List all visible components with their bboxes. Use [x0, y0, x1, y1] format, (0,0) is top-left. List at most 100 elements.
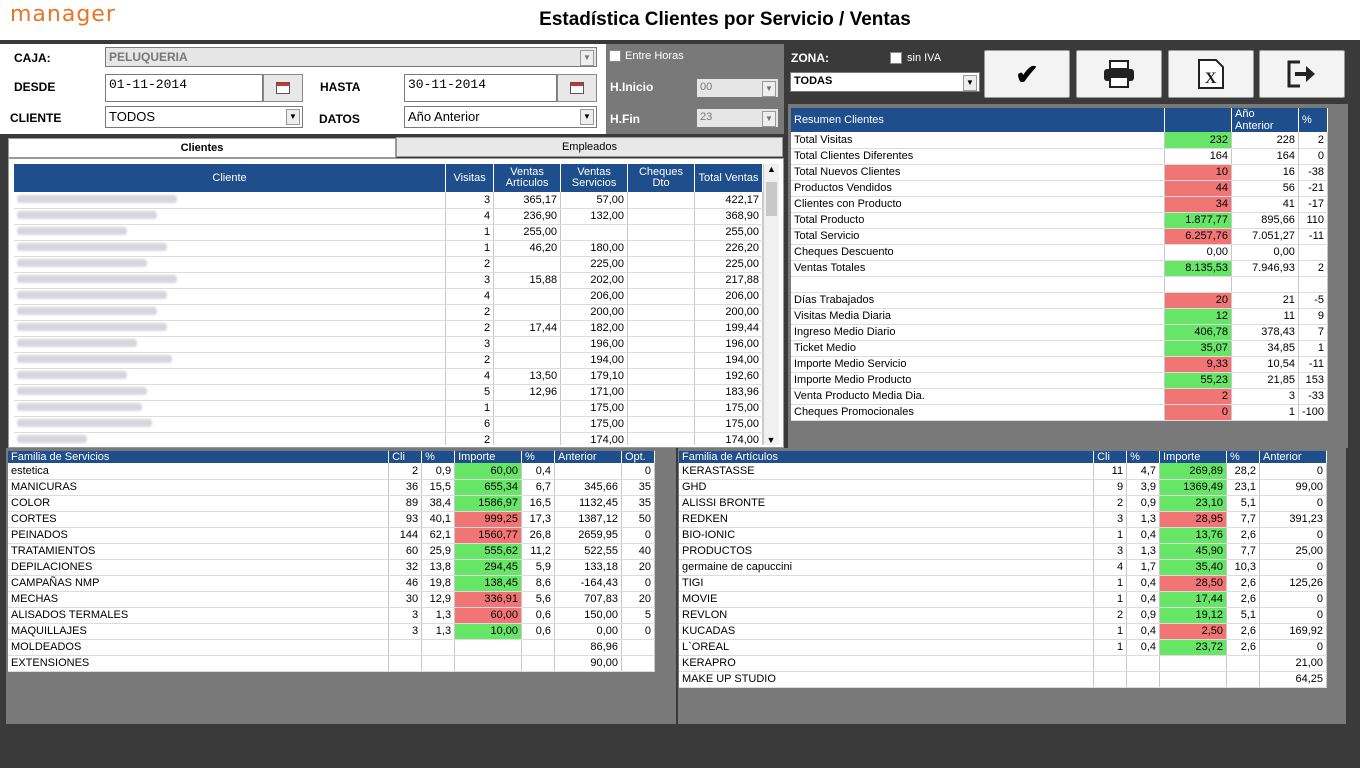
resumen-row[interactable]: Importe Medio Servicio 9,33 10,54 -11: [791, 356, 1328, 373]
servicio-row[interactable]: MANICURAS 36 15,5 655,34 6,7 345,66 35: [8, 479, 655, 496]
col-cliente[interactable]: Cliente: [14, 164, 447, 192]
col-resumen[interactable]: Resumen Clientes: [791, 108, 1166, 132]
table-row[interactable]: 4 13,50 179,10 192,60: [14, 368, 763, 385]
articulo-row[interactable]: KERASTASSE 11 4,7 269,89 28,2 0: [679, 463, 1327, 480]
col-pct-cli[interactable]: %: [421, 451, 456, 463]
chevron-down-icon[interactable]: ▼: [286, 109, 300, 125]
articulo-row[interactable]: REDKEN 3 1,3 28,95 7,7 391,23: [679, 511, 1327, 528]
servicio-row[interactable]: MOLDEADOS 86,96: [8, 639, 655, 656]
chevron-down-icon[interactable]: ▼: [762, 81, 776, 97]
col-pct-importe[interactable]: %: [1226, 451, 1260, 463]
table-row[interactable]: 2 194,00 194,00: [14, 352, 763, 369]
table-row[interactable]: 2 225,00 225,00: [14, 256, 763, 273]
col-opt[interactable]: Opt.: [621, 451, 655, 463]
articulo-row[interactable]: GHD 9 3,9 1369,49 23,1 99,00: [679, 479, 1327, 496]
resumen-row[interactable]: Cheques Promocionales 0 1 -100: [791, 404, 1328, 421]
articulo-row[interactable]: TIGI 1 0,4 28,50 2,6 125,26: [679, 575, 1327, 592]
chevron-down-icon[interactable]: ▼: [762, 111, 776, 127]
articulo-row[interactable]: MOVIE 1 0,4 17,44 2,6 0: [679, 591, 1327, 608]
servicio-row[interactable]: EXTENSIONES 90,00: [8, 655, 655, 672]
scroll-up-icon[interactable]: ▲: [767, 164, 776, 174]
resumen-row[interactable]: Importe Medio Producto 55,23 21,85 153: [791, 372, 1328, 389]
col-visitas[interactable]: Visitas: [445, 164, 495, 192]
col-anterior[interactable]: Anterior: [554, 451, 622, 463]
datos-select[interactable]: Año Anterior ▼: [404, 106, 597, 128]
articulo-row[interactable]: L`OREAL 1 0,4 23,72 2,6 0: [679, 639, 1327, 656]
cliente-select[interactable]: TODOS ▼: [105, 106, 303, 128]
resumen-row[interactable]: Ventas Totales 8.135,53 7.946,93 2: [791, 260, 1328, 277]
desde-date-field[interactable]: 01-11-2014: [105, 74, 263, 102]
print-button[interactable]: [1076, 50, 1162, 98]
scroll-down-icon[interactable]: ▼: [766, 435, 776, 445]
servicio-row[interactable]: COLOR 89 38,4 1586,97 16,5 1132,45 35: [8, 495, 655, 512]
col-ventas-articulos[interactable]: Ventas Artículos: [493, 164, 562, 192]
resumen-row[interactable]: Días Trabajados 20 21 -5: [791, 292, 1328, 309]
table-row[interactable]: 3 196,00 196,00: [14, 336, 763, 353]
articulo-row[interactable]: germaine de capuccini 4 1,7 35,40 10,3 0: [679, 559, 1327, 576]
table-row[interactable]: 3 15,88 202,00 217,88: [14, 272, 763, 289]
col-cli[interactable]: Cli: [1093, 451, 1128, 463]
table-row[interactable]: 6 175,00 175,00: [14, 416, 763, 433]
resumen-row[interactable]: Productos Vendidos 44 56 -21: [791, 180, 1328, 197]
servicio-row[interactable]: CORTES 93 40,1 999,25 17,3 1387,12 50: [8, 511, 655, 528]
table-row[interactable]: 5 12,96 171,00 183,96: [14, 384, 763, 401]
resumen-row[interactable]: Clientes con Producto 34 41 -17: [791, 196, 1328, 213]
h-inicio-select[interactable]: 00 ▼: [696, 78, 779, 98]
col-importe[interactable]: Importe: [1159, 451, 1228, 463]
articulo-row[interactable]: REVLON 2 0,9 19,12 5,1 0: [679, 607, 1327, 624]
table-row[interactable]: 1 175,00 175,00: [14, 400, 763, 417]
exit-button[interactable]: [1259, 50, 1345, 98]
hasta-date-field[interactable]: 30-11-2014: [404, 74, 557, 102]
resumen-row[interactable]: Cheques Descuento 0,00 0,00: [791, 244, 1328, 261]
table-row[interactable]: 4 236,90 132,00 368,90: [14, 208, 763, 225]
resumen-row[interactable]: Total Servicio 6.257,76 7.051,27 -11: [791, 228, 1328, 245]
caja-select[interactable]: PELUQUERIA ▼: [105, 47, 597, 67]
chevron-down-icon[interactable]: ▼: [580, 109, 594, 125]
table-row[interactable]: 2 17,44 182,00 199,44: [14, 320, 763, 337]
resumen-row[interactable]: Total Clientes Diferentes 164 164 0: [791, 148, 1328, 165]
table-row[interactable]: 2 200,00 200,00: [14, 304, 763, 321]
col-cli[interactable]: Cli: [388, 451, 423, 463]
col-resumen-actual[interactable]: [1164, 108, 1233, 132]
zona-select[interactable]: TODAS ▼: [790, 72, 980, 92]
desde-calendar-button[interactable]: [263, 74, 303, 102]
resumen-row[interactable]: [791, 276, 1328, 293]
col-familia-servicios[interactable]: Familia de Servicios: [8, 451, 390, 463]
resumen-row[interactable]: Total Nuevos Clientes 10 16 -38: [791, 164, 1328, 181]
col-importe[interactable]: Importe: [454, 451, 523, 463]
tab-clientes[interactable]: Clientes: [8, 138, 396, 158]
servicio-row[interactable]: TRATAMIENTOS 60 25,9 555,62 11,2 522,55 40: [8, 543, 655, 560]
chevron-down-icon[interactable]: ▼: [963, 75, 977, 91]
servicio-row[interactable]: estetica 2 0,9 60,00 0,4 0: [8, 463, 655, 480]
chevron-down-icon[interactable]: ▼: [580, 50, 594, 66]
hasta-calendar-button[interactable]: [557, 74, 597, 102]
entre-horas-checkbox[interactable]: [609, 50, 621, 62]
col-pct-importe[interactable]: %: [521, 451, 555, 463]
servicio-row[interactable]: DEPILACIONES 32 13,8 294,45 5,9 133,18 20: [8, 559, 655, 576]
articulo-row[interactable]: ALISSI BRONTE 2 0,9 23,10 5,1 0: [679, 495, 1327, 512]
table-row[interactable]: 4 206,00 206,00: [14, 288, 763, 305]
resumen-row[interactable]: Ticket Medio 35,07 34,85 1: [791, 340, 1328, 357]
col-anterior[interactable]: Anterior: [1259, 451, 1327, 463]
col-familia-articulos[interactable]: Familia de Artículos: [679, 451, 1095, 463]
servicio-row[interactable]: MAQUILLAJES 3 1,3 10,00 0,6 0,00 0: [8, 623, 655, 640]
table-row[interactable]: 2 174,00 174,00: [14, 432, 763, 445]
articulo-row[interactable]: KERAPRO 21,00: [679, 655, 1327, 672]
articulo-row[interactable]: PRODUCTOS 3 1,3 45,90 7,7 25,00: [679, 543, 1327, 560]
resumen-row[interactable]: Total Producto 1.877,77 895,66 110: [791, 212, 1328, 229]
sin-iva-checkbox[interactable]: [890, 52, 902, 64]
servicio-row[interactable]: ALISADOS TERMALES 3 1,3 60,00 0,6 150,00 5: [8, 607, 655, 624]
articulo-row[interactable]: MAKE UP STUDIO 64,25: [679, 671, 1327, 688]
table-row[interactable]: 1 46,20 180,00 226,20: [14, 240, 763, 257]
articulo-row[interactable]: KUCADAS 1 0,4 2,50 2,6 169,92: [679, 623, 1327, 640]
col-total-ventas[interactable]: Total Ventas: [694, 164, 763, 192]
col-ventas-servicios[interactable]: Ventas Servicios: [560, 164, 629, 192]
servicio-row[interactable]: MECHAS 30 12,9 336,91 5,6 707,83 20: [8, 591, 655, 608]
col-anio-anterior[interactable]: Año Anterior: [1231, 108, 1299, 132]
scroll-thumb[interactable]: [766, 182, 777, 216]
servicio-row[interactable]: CAMPAÑAS NMP 46 19,8 138,45 8,6 -164,43 0: [8, 575, 655, 592]
col-pct[interactable]: %: [1298, 108, 1328, 132]
excel-export-button[interactable]: X: [1168, 50, 1254, 98]
table-row[interactable]: 3 365,17 57,00 422,17: [14, 192, 763, 209]
resumen-row[interactable]: Total Visitas 232 228 2: [791, 132, 1328, 149]
